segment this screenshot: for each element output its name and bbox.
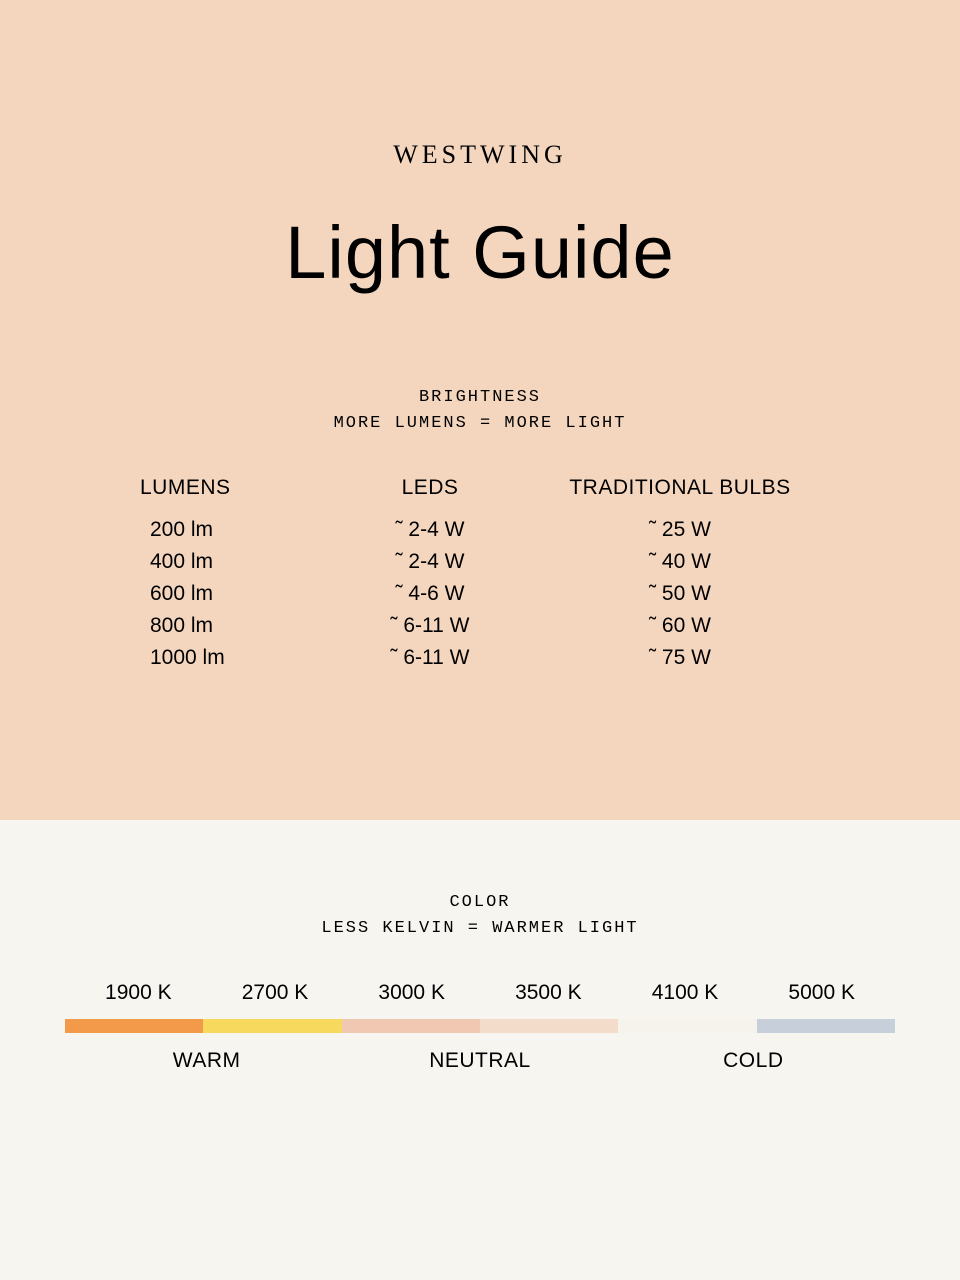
brand-logo: WESTWING <box>0 140 960 170</box>
kelvin-label: 2700 K <box>207 981 344 1005</box>
kelvin-row: 1900 K2700 K3000 K3500 K4100 K5000 K <box>70 981 890 1005</box>
color-segment <box>618 1019 756 1033</box>
cell-lumens: 800 lm <box>140 614 320 638</box>
brightness-section: WESTWING Light Guide BRIGHTNESS MORE LUM… <box>0 0 960 820</box>
cell-lumens: 1000 lm <box>140 646 320 670</box>
col-header-leds: LEDS <box>350 476 510 500</box>
cell-leds: ˜ 6-11 W <box>350 646 510 670</box>
cell-traditional: ˜ 75 W <box>540 646 820 670</box>
cell-traditional: ˜ 25 W <box>540 518 820 542</box>
col-header-lumens: LUMENS <box>140 476 320 500</box>
cell-lumens: 600 lm <box>140 582 320 606</box>
cell-traditional: ˜ 40 W <box>540 550 820 574</box>
kelvin-label: 5000 K <box>753 981 890 1005</box>
color-section: COLOR LESS KELVIN = WARMER LIGHT 1900 K2… <box>0 820 960 1280</box>
cell-leds: ˜ 2-4 W <box>350 518 510 542</box>
brightness-table: LUMENS LEDS TRADITIONAL BULBS 200 lm ˜ 2-… <box>130 476 830 674</box>
table-header-row: LUMENS LEDS TRADITIONAL BULBS <box>130 476 830 500</box>
temperature-labels-row: WARM NEUTRAL COLD <box>70 1049 890 1073</box>
color-heading-1: COLOR <box>0 890 960 916</box>
color-segment <box>65 1019 203 1033</box>
table-row: 1000 lm ˜ 6-11 W ˜ 75 W <box>130 642 830 674</box>
cell-leds: ˜ 6-11 W <box>350 614 510 638</box>
table-row: 600 lm ˜ 4-6 W ˜ 50 W <box>130 578 830 610</box>
cell-traditional: ˜ 60 W <box>540 614 820 638</box>
color-temperature-bar <box>65 1019 895 1033</box>
color-segment <box>480 1019 618 1033</box>
kelvin-label: 3500 K <box>480 981 617 1005</box>
table-body: 200 lm ˜ 2-4 W ˜ 25 W 400 lm ˜ 2-4 W ˜ 40 W 60… <box>130 514 830 674</box>
cell-traditional: ˜ 50 W <box>540 582 820 606</box>
kelvin-label: 4100 K <box>617 981 754 1005</box>
cell-leds: ˜ 4-6 W <box>350 582 510 606</box>
brightness-heading-1: BRIGHTNESS <box>0 385 960 411</box>
table-row: 200 lm ˜ 2-4 W ˜ 25 W <box>130 514 830 546</box>
cell-leds: ˜ 2-4 W <box>350 550 510 574</box>
label-cold: COLD <box>617 1049 890 1073</box>
page-title: Light Guide <box>0 210 960 295</box>
color-segment <box>342 1019 480 1033</box>
table-row: 400 lm ˜ 2-4 W ˜ 40 W <box>130 546 830 578</box>
cell-lumens: 400 lm <box>140 550 320 574</box>
label-warm: WARM <box>70 1049 343 1073</box>
page: WESTWING Light Guide BRIGHTNESS MORE LUM… <box>0 0 960 1280</box>
brightness-block: BRIGHTNESS MORE LUMENS = MORE LIGHT <box>0 385 960 436</box>
color-segment <box>203 1019 341 1033</box>
kelvin-label: 1900 K <box>70 981 207 1005</box>
kelvin-label: 3000 K <box>343 981 480 1005</box>
color-heading-2: LESS KELVIN = WARMER LIGHT <box>0 916 960 942</box>
color-block: COLOR LESS KELVIN = WARMER LIGHT <box>0 890 960 941</box>
table-row: 800 lm ˜ 6-11 W ˜ 60 W <box>130 610 830 642</box>
cell-lumens: 200 lm <box>140 518 320 542</box>
label-neutral: NEUTRAL <box>343 1049 616 1073</box>
brightness-heading-2: MORE LUMENS = MORE LIGHT <box>0 411 960 437</box>
col-header-traditional: TRADITIONAL BULBS <box>540 476 820 500</box>
color-segment <box>757 1019 895 1033</box>
